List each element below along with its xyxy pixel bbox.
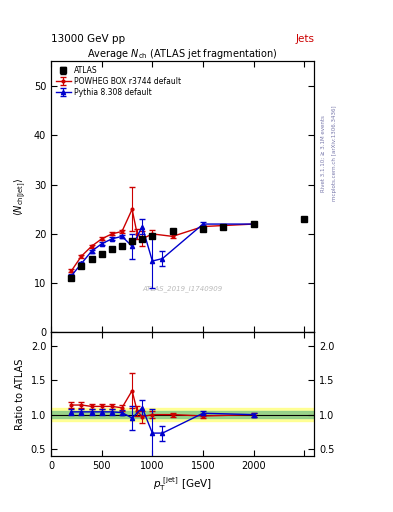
- Bar: [51, 411, 314, 418]
- Text: 13000 GeV pp: 13000 GeV pp: [51, 33, 125, 44]
- Bar: [51, 408, 314, 421]
- Text: Jets: Jets: [296, 33, 314, 44]
- Text: Rivet 3.1.10; ≥ 3.1M events: Rivet 3.1.10; ≥ 3.1M events: [320, 115, 325, 192]
- Legend: ATLAS, POWHEG BOX r3744 default, Pythia 8.308 default: ATLAS, POWHEG BOX r3744 default, Pythia …: [54, 65, 183, 98]
- Text: mcplots.cern.ch [arXiv:1306.3436]: mcplots.cern.ch [arXiv:1306.3436]: [332, 106, 337, 201]
- Title: Average $N_{\rm ch}$ (ATLAS jet fragmentation): Average $N_{\rm ch}$ (ATLAS jet fragment…: [88, 47, 278, 61]
- Text: ATLAS_2019_I1740909: ATLAS_2019_I1740909: [143, 286, 223, 292]
- X-axis label: $p_{\rm T}^{\rm\ [jet]}$ [GeV]: $p_{\rm T}^{\rm\ [jet]}$ [GeV]: [153, 475, 212, 493]
- Y-axis label: Ratio to ATLAS: Ratio to ATLAS: [15, 358, 25, 430]
- Y-axis label: $\langle N_{\rm ch[jet]} \rangle$: $\langle N_{\rm ch[jet]} \rangle$: [13, 178, 28, 216]
